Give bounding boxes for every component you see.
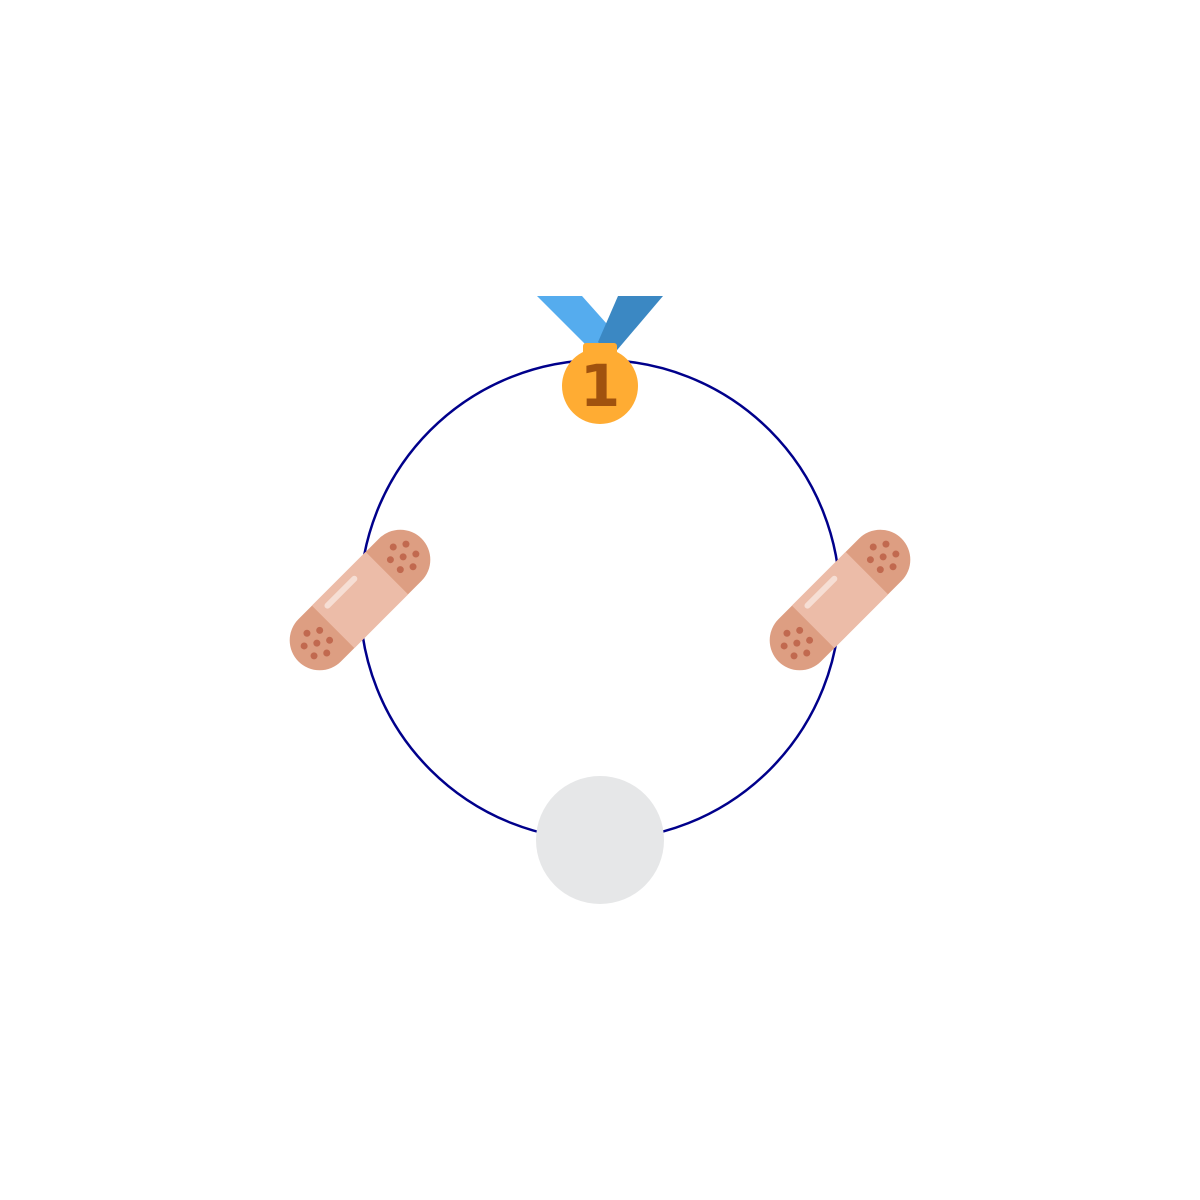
- bandage-holes-left: [780, 626, 814, 660]
- bandage-shine: [804, 575, 838, 609]
- empty-circle-icon: [536, 776, 664, 904]
- bandage-holes-left: [300, 626, 334, 660]
- cycle-ring: [358, 358, 842, 842]
- bandage-shine: [324, 575, 358, 609]
- medal-number: 1: [580, 352, 620, 420]
- bandage-pad: [311, 551, 409, 649]
- adhesive-bandage-icon: [289, 529, 431, 671]
- medal-disc: [562, 348, 638, 424]
- bandage-holes-right: [386, 540, 420, 574]
- bandage-holes-right: [866, 540, 900, 574]
- first-place-medal-icon: 1: [537, 296, 663, 424]
- medal-ribbon-right: [598, 296, 663, 356]
- bandage-pad: [791, 551, 889, 649]
- adhesive-bandage-icon: [769, 529, 911, 671]
